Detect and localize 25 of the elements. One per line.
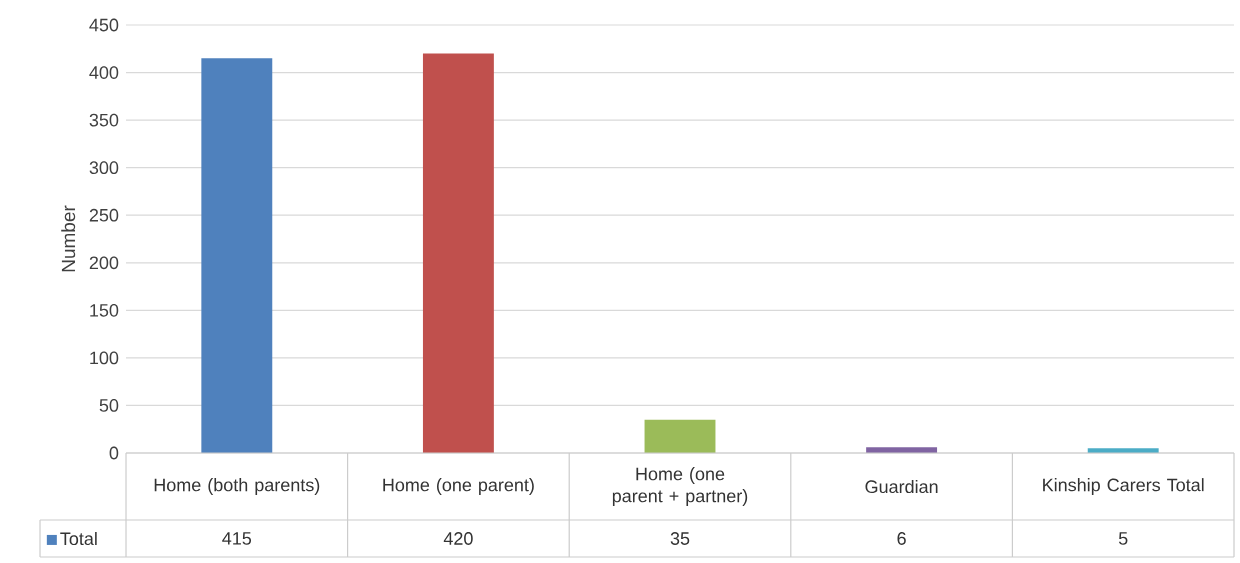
x-tick-label: Home (both parents)	[154, 478, 320, 495]
data-label: 35	[670, 532, 690, 545]
y-tick-label: 450	[89, 18, 119, 32]
y-tick-label: 250	[89, 208, 119, 222]
y-tick-label: 350	[89, 113, 119, 127]
x-tick-label: Home (one parent)	[383, 478, 534, 495]
y-tick-label: 0	[109, 446, 119, 460]
x-tick-label: Guardian	[865, 479, 938, 494]
data-label: 415	[222, 532, 252, 545]
data-label: 6	[897, 532, 906, 545]
legend-label: Total	[60, 531, 97, 546]
y-axis-title: Number	[61, 205, 76, 272]
y-tick-label: 100	[90, 351, 119, 365]
y-tick-label: 300	[89, 161, 119, 175]
data-label: 5	[1118, 532, 1128, 545]
x-tick-label: Home (one parent + partner)	[612, 467, 748, 506]
bar	[422, 53, 494, 453]
bar	[644, 419, 716, 453]
bar	[201, 58, 273, 453]
y-tick-label: 400	[89, 66, 119, 79]
y-tick-label: 150	[90, 303, 119, 317]
data-label: 420	[443, 532, 473, 545]
x-tick-label: Kinship Carers Total	[1043, 478, 1204, 495]
y-tick-label: 50	[99, 399, 119, 412]
y-tick-label: 200	[89, 256, 119, 270]
